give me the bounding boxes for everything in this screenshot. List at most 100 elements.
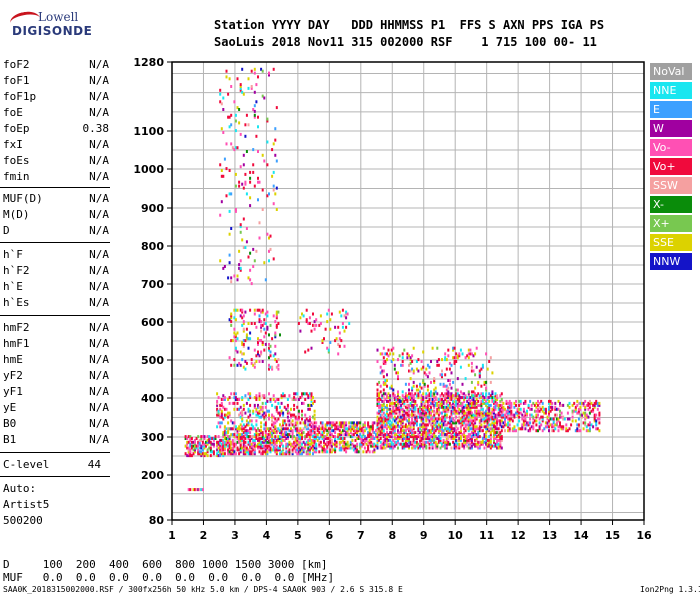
echo-point	[425, 419, 428, 423]
echo-point	[441, 403, 443, 407]
echo-point	[412, 440, 415, 444]
echo-point	[425, 433, 428, 437]
echo-point	[382, 438, 385, 442]
echo-point	[437, 399, 440, 403]
echo-point	[524, 399, 527, 403]
echo-point	[485, 431, 488, 435]
echo-point	[456, 411, 459, 415]
echo-point	[272, 67, 275, 71]
echo-point	[456, 394, 459, 398]
echo-point	[500, 403, 503, 407]
echo-point	[511, 427, 514, 431]
echo-point	[242, 320, 245, 324]
echo-point	[441, 419, 443, 423]
echo-point	[346, 433, 349, 437]
echo-point	[382, 433, 385, 437]
echo-point	[500, 409, 503, 413]
echo-point	[431, 401, 434, 405]
echo-point	[404, 417, 407, 421]
echo-point	[363, 425, 366, 429]
echo-point	[529, 417, 532, 421]
echo-point	[297, 450, 300, 454]
echo-point	[234, 335, 237, 339]
echo-point	[441, 444, 443, 448]
echo-point	[228, 450, 231, 454]
echo-point	[255, 83, 258, 87]
echo-point	[239, 314, 242, 318]
echo-point	[244, 123, 247, 127]
echo-point	[541, 419, 544, 423]
echo-point	[423, 427, 426, 431]
echo-point	[307, 431, 310, 435]
echo-point	[296, 417, 299, 421]
echo-point	[408, 419, 410, 423]
echo-point	[334, 437, 337, 440]
echo-point	[373, 421, 376, 425]
echo-point	[403, 409, 406, 413]
echo-point	[524, 411, 527, 415]
echo-point	[496, 431, 499, 435]
echo-point	[286, 409, 289, 413]
echo-point	[255, 437, 258, 440]
echo-point	[431, 346, 434, 350]
echo-point	[393, 409, 396, 413]
echo-point	[312, 401, 314, 405]
echo-point	[508, 407, 511, 411]
echo-point	[286, 405, 289, 409]
echo-point	[431, 421, 434, 425]
echo-point	[198, 438, 201, 442]
echo-point	[225, 444, 228, 448]
echo-point	[275, 323, 278, 327]
echo-point	[370, 433, 373, 437]
echo-point	[452, 440, 455, 444]
echo-point	[463, 411, 466, 415]
echo-point	[441, 423, 443, 427]
echo-point	[382, 382, 385, 386]
echo-point	[474, 373, 477, 377]
echo-point	[242, 437, 245, 440]
echo-point	[376, 433, 379, 437]
echo-point	[444, 409, 447, 413]
echo-point	[205, 452, 207, 456]
echo-point	[302, 427, 305, 431]
echo-point	[297, 411, 300, 415]
echo-point	[233, 100, 236, 104]
echo-point	[497, 433, 500, 437]
echo-point	[408, 433, 410, 437]
echo-point	[313, 442, 316, 446]
echo-point	[417, 427, 420, 431]
echo-point	[447, 379, 450, 382]
echo-point	[312, 427, 314, 431]
echo-point	[389, 386, 392, 390]
echo-point	[249, 396, 252, 400]
echo-point	[419, 438, 421, 442]
echo-point	[291, 429, 294, 433]
echo-point	[272, 394, 275, 398]
echo-point	[448, 361, 451, 365]
echo-point	[356, 444, 359, 448]
echo-point	[330, 440, 333, 444]
echo-point	[496, 413, 499, 417]
echo-point	[310, 392, 313, 396]
echo-point	[268, 259, 270, 263]
echo-point	[420, 442, 423, 446]
echo-point	[548, 419, 550, 423]
echo-point	[304, 392, 307, 396]
echo-point	[352, 448, 355, 452]
echo-point	[423, 371, 426, 375]
echo-point	[345, 421, 348, 425]
echo-point	[238, 398, 241, 401]
echo-point	[507, 421, 510, 425]
echo-point	[220, 452, 223, 456]
echo-point	[434, 401, 437, 405]
echo-point	[230, 192, 233, 196]
echo-point	[231, 452, 234, 456]
echo-point	[497, 442, 500, 446]
echo-point	[439, 411, 442, 415]
echo-point	[481, 442, 484, 446]
echo-point	[535, 413, 538, 417]
echo-point	[437, 438, 440, 442]
echo-point	[406, 411, 409, 415]
echo-point	[470, 361, 473, 365]
echo-point	[228, 356, 231, 360]
